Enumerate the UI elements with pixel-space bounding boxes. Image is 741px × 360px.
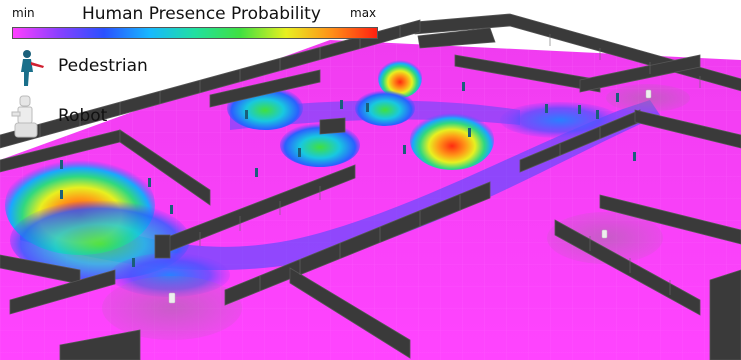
pedestrian-figure bbox=[132, 258, 135, 267]
pedestrian-figure bbox=[468, 128, 471, 137]
robot-legend-label: Robot bbox=[58, 106, 108, 126]
pedestrian-figure bbox=[255, 168, 258, 177]
pedestrian-figure bbox=[403, 145, 406, 154]
pedestrian-figure bbox=[60, 160, 63, 169]
robot-icon bbox=[11, 95, 38, 138]
colorbar bbox=[12, 27, 378, 39]
pedestrian-figure bbox=[462, 82, 465, 91]
pedestrian-figure bbox=[340, 100, 343, 109]
pedestrian-figure bbox=[578, 105, 581, 114]
pedestrian-icon bbox=[21, 50, 44, 86]
pedestrians bbox=[60, 82, 636, 267]
colorbar-min-label: min bbox=[12, 6, 35, 20]
pedestrian-figure bbox=[366, 103, 369, 112]
robots bbox=[168, 89, 652, 304]
heat-blob-center bbox=[410, 110, 494, 170]
pedestrian-figure bbox=[596, 110, 599, 119]
heat-blob-mid-2 bbox=[355, 90, 415, 126]
robot-figure bbox=[601, 229, 608, 239]
pedestrian-figure bbox=[148, 178, 151, 187]
pedestrian-figure bbox=[545, 104, 548, 113]
pedestrian-figure bbox=[170, 205, 173, 214]
heat-blob-right bbox=[500, 102, 620, 138]
colorbar-max-label: max bbox=[350, 6, 377, 20]
pedestrian-legend-label: Pedestrian bbox=[58, 56, 148, 76]
robot-zone bbox=[102, 276, 242, 340]
pedestrian-figure bbox=[298, 148, 301, 157]
pedestrian-figure bbox=[616, 93, 619, 102]
heat-blob-top bbox=[378, 58, 422, 98]
pedestrian-figure bbox=[60, 190, 63, 199]
colorbar-title: Human Presence Probability bbox=[82, 4, 321, 24]
robot-figure bbox=[645, 89, 652, 99]
walls bbox=[0, 13, 741, 360]
pedestrian-figure bbox=[245, 110, 248, 119]
robot-figure bbox=[168, 292, 176, 304]
pedestrian-figure bbox=[633, 152, 636, 161]
wall-segments bbox=[39, 26, 701, 295]
